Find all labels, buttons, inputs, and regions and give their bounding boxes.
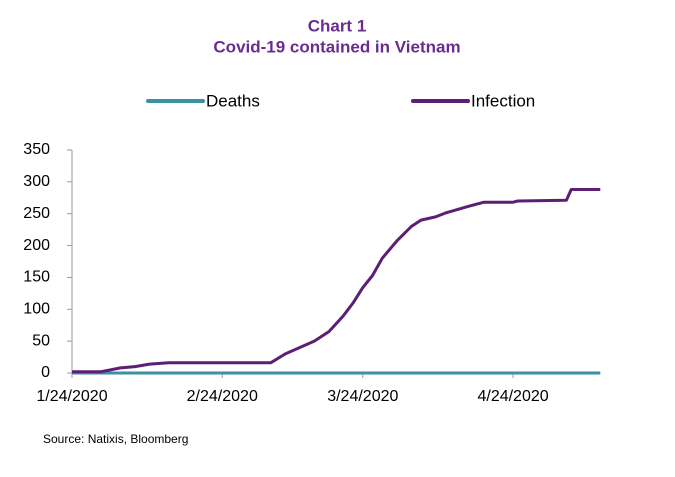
x-tick-label: 1/24/2020 [36, 388, 107, 405]
legend-label: Infection [471, 91, 535, 110]
y-tick-label: 100 [23, 301, 50, 318]
series-line [72, 188, 601, 374]
x-tick-label: 4/24/2020 [477, 388, 548, 405]
y-tick-label: 250 [23, 205, 50, 222]
source-note: Source: Natixis, Bloomberg [43, 432, 188, 446]
y-tick-label: 200 [23, 237, 50, 254]
y-tick-label: 350 [23, 141, 50, 158]
chart-subtitle: Covid-19 contained in Vietnam [213, 37, 460, 56]
y-tick-label: 150 [23, 269, 50, 286]
x-tick-label: 2/24/2020 [187, 388, 258, 405]
y-tick-label: 0 [41, 364, 50, 381]
legend-label: Deaths [206, 91, 260, 110]
chart-title: Chart 1 [308, 16, 367, 35]
y-tick-label: 50 [32, 332, 50, 349]
x-tick-label: 3/24/2020 [327, 388, 398, 405]
y-tick-label: 300 [23, 173, 50, 190]
